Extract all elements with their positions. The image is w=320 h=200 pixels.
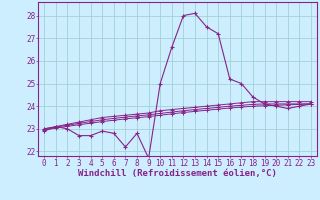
X-axis label: Windchill (Refroidissement éolien,°C): Windchill (Refroidissement éolien,°C)	[78, 169, 277, 178]
